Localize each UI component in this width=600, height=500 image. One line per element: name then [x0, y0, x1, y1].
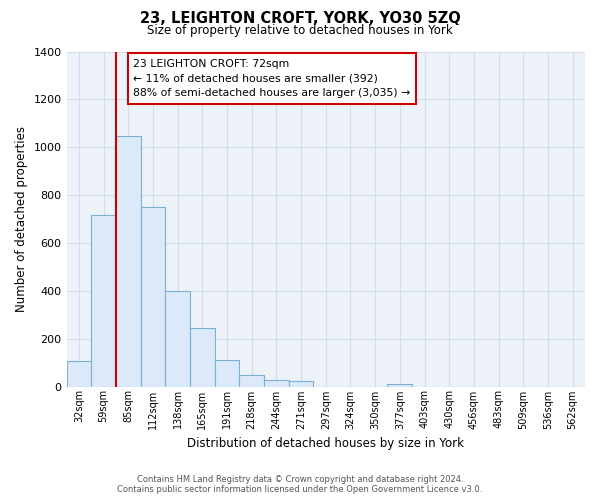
Text: 23, LEIGHTON CROFT, YORK, YO30 5ZQ: 23, LEIGHTON CROFT, YORK, YO30 5ZQ — [140, 11, 460, 26]
Bar — [190, 328, 215, 386]
Text: 23 LEIGHTON CROFT: 72sqm
← 11% of detached houses are smaller (392)
88% of semi-: 23 LEIGHTON CROFT: 72sqm ← 11% of detach… — [133, 58, 410, 98]
Bar — [264, 380, 289, 386]
X-axis label: Distribution of detached houses by size in York: Distribution of detached houses by size … — [187, 437, 464, 450]
Text: Contains HM Land Registry data © Crown copyright and database right 2024.
Contai: Contains HM Land Registry data © Crown c… — [118, 474, 482, 494]
Bar — [91, 214, 116, 386]
Y-axis label: Number of detached properties: Number of detached properties — [15, 126, 28, 312]
Bar — [289, 381, 313, 386]
Bar — [165, 291, 190, 386]
Text: Size of property relative to detached houses in York: Size of property relative to detached ho… — [147, 24, 453, 37]
Bar — [388, 384, 412, 386]
Bar — [116, 136, 140, 386]
Bar — [215, 360, 239, 386]
Bar — [140, 207, 165, 386]
Bar — [239, 375, 264, 386]
Bar — [67, 361, 91, 386]
